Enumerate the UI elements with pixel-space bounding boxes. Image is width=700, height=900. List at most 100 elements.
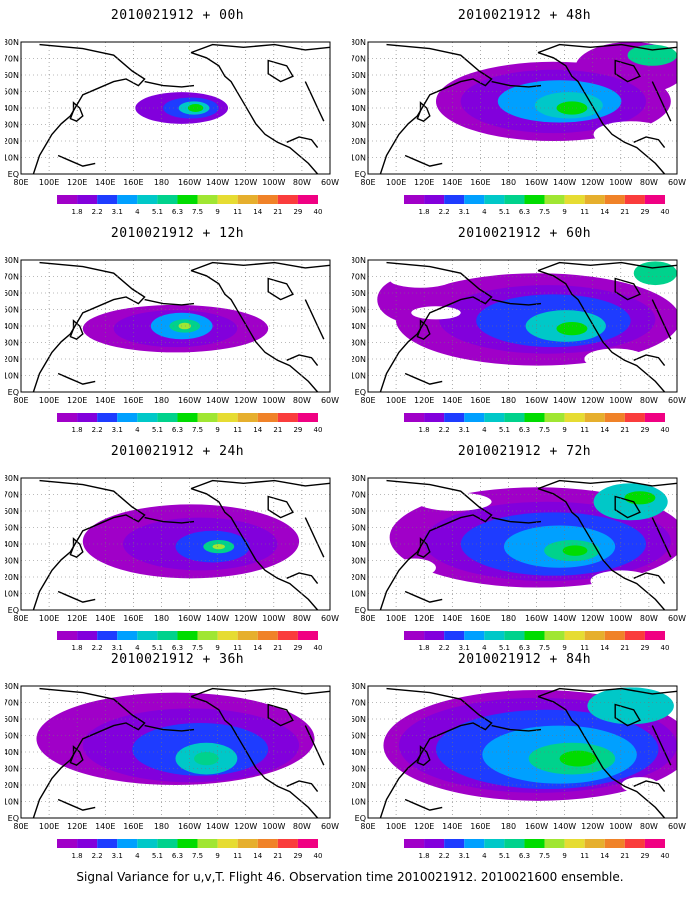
colorbar-swatch bbox=[624, 195, 645, 204]
colorbar-swatch bbox=[424, 839, 445, 848]
colorbar-swatch bbox=[57, 195, 78, 204]
colorbar-swatch bbox=[177, 839, 198, 848]
colorbar-swatch bbox=[217, 413, 238, 422]
colorbar-label: 11 bbox=[580, 852, 589, 860]
colorbar-swatch bbox=[297, 839, 318, 848]
panel-title: 2010021912 + 84h bbox=[457, 652, 592, 667]
colorbar-label: 5.1 bbox=[499, 426, 510, 434]
colorbar-label: 5.1 bbox=[499, 852, 510, 860]
lat-label: 40N bbox=[352, 322, 366, 331]
colorbar-label: 21 bbox=[273, 208, 282, 216]
colorbar-label: 3.1 bbox=[459, 644, 470, 652]
colorbar-label: 4 bbox=[135, 208, 140, 216]
colorbar-label: 6.3 bbox=[172, 644, 183, 652]
colorbar-swatch bbox=[157, 413, 178, 422]
colorbar-label: 7.5 bbox=[192, 644, 203, 652]
lon-label: 100W bbox=[609, 178, 632, 187]
colorbar-label: 1.8 bbox=[419, 426, 430, 434]
lon-label: 120E bbox=[414, 614, 434, 623]
colorbar-swatch bbox=[137, 195, 158, 204]
colorbar-swatch bbox=[584, 195, 605, 204]
colorbar-label: 9 bbox=[562, 644, 566, 652]
colorbar-swatch bbox=[504, 631, 525, 640]
lat-label: 50N bbox=[5, 732, 19, 741]
lat-label: 10N bbox=[5, 154, 19, 163]
colorbar-swatch bbox=[97, 839, 118, 848]
colorbar-label: 1.8 bbox=[419, 852, 430, 860]
colorbar-swatch bbox=[257, 631, 278, 640]
lon-label: 160W bbox=[178, 822, 201, 831]
lat-label: 70N bbox=[5, 491, 19, 500]
colorbar-label: 5.1 bbox=[499, 208, 510, 216]
colorbar-label: 14 bbox=[600, 644, 609, 652]
colorbar-swatch bbox=[444, 195, 465, 204]
colorbar-label: 9 bbox=[215, 852, 219, 860]
lon-label: 120E bbox=[67, 822, 87, 831]
colorbar-label: 6.3 bbox=[172, 852, 183, 860]
panel-72h: 2010021912 + 72h 80N 70N 60N 50N 40N 30N 20N 10… bbox=[352, 444, 697, 659]
colorbar-swatch bbox=[424, 631, 445, 640]
colorbar-swatch bbox=[277, 839, 298, 848]
lon-label: 160E bbox=[470, 822, 490, 831]
colorbar-swatch bbox=[177, 195, 198, 204]
lat-label: 20N bbox=[5, 355, 19, 364]
lat-label: 40N bbox=[352, 748, 366, 757]
colorbar-label: 2.2 bbox=[439, 208, 450, 216]
colorbar-swatch bbox=[484, 839, 505, 848]
colorbar-swatch bbox=[564, 195, 585, 204]
colorbar-swatch bbox=[117, 413, 138, 422]
colorbar-84h: 1.8 2.2 3.1 4 5.1 6.3 7.5 9 11 14 21 29 40 bbox=[404, 839, 669, 860]
colorbar-label: 2.2 bbox=[92, 852, 103, 860]
panel-24h: 2010021912 + 24h 80N 70N 60N 50N 40N 30N 20N 10… bbox=[5, 444, 350, 659]
colorbar-swatch bbox=[604, 631, 625, 640]
colorbar-swatch bbox=[544, 195, 565, 204]
colorbar-swatch bbox=[117, 631, 138, 640]
lon-label: 80W bbox=[640, 396, 658, 405]
colorbar-swatch bbox=[77, 413, 98, 422]
lon-label: 140W bbox=[553, 178, 576, 187]
lon-label: 60W bbox=[668, 178, 686, 187]
colorbar-label: 14 bbox=[253, 426, 262, 434]
panel-title: 2010021912 + 48h bbox=[457, 8, 592, 23]
colorbar-swatch bbox=[137, 839, 158, 848]
colorbar-swatch bbox=[544, 413, 565, 422]
lon-label: 140W bbox=[553, 822, 576, 831]
lon-label: 160W bbox=[525, 396, 548, 405]
lat-label: 10N bbox=[5, 798, 19, 807]
colorbar-swatch bbox=[77, 839, 98, 848]
colorbar-label: 3.1 bbox=[112, 644, 123, 652]
colorbar-label: 6.3 bbox=[519, 644, 530, 652]
lat-label: EQ bbox=[8, 388, 19, 397]
colorbar-label: 4 bbox=[482, 852, 487, 860]
lon-label: 60W bbox=[321, 396, 339, 405]
colorbar-swatch bbox=[197, 195, 218, 204]
lat-label: EQ bbox=[8, 606, 19, 615]
colorbar-swatch bbox=[77, 631, 98, 640]
colorbar-label: 7.5 bbox=[192, 426, 203, 434]
lon-label: 80W bbox=[640, 822, 658, 831]
lon-label: 140W bbox=[553, 614, 576, 623]
lat-label: 80N bbox=[352, 682, 366, 691]
lon-label: 140W bbox=[206, 822, 229, 831]
colorbar-swatch bbox=[624, 839, 645, 848]
colorbar-swatch bbox=[604, 195, 625, 204]
lat-label: 50N bbox=[5, 306, 19, 315]
lon-label: 160W bbox=[525, 822, 548, 831]
colorbar-label: 14 bbox=[253, 208, 262, 216]
colorbar-label: 14 bbox=[600, 852, 609, 860]
lat-label: 30N bbox=[5, 339, 19, 348]
colorbar-swatch bbox=[464, 631, 485, 640]
colorbar-label: 3.1 bbox=[112, 426, 123, 434]
lat-label: 20N bbox=[352, 573, 366, 582]
lon-label: 140W bbox=[206, 396, 229, 405]
colorbar-swatch bbox=[57, 413, 78, 422]
lon-label: 120E bbox=[414, 822, 434, 831]
colorbar-swatch bbox=[197, 413, 218, 422]
colorbar-label: 1.8 bbox=[72, 852, 83, 860]
lat-label: 80N bbox=[5, 474, 19, 483]
colorbar-label: 3.1 bbox=[112, 852, 123, 860]
lon-label: 120W bbox=[581, 822, 604, 831]
lon-label: 180 bbox=[501, 178, 516, 187]
